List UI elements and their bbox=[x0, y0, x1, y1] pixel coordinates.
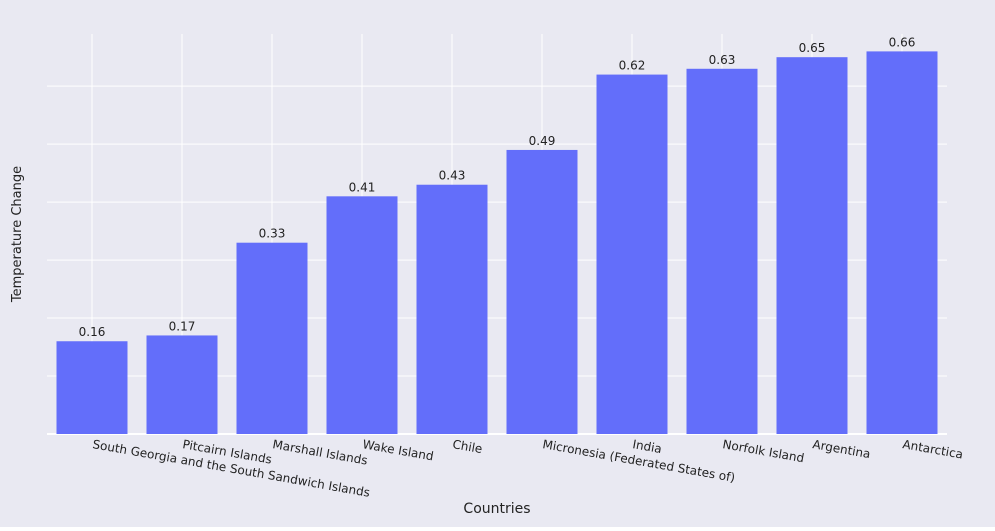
bar-value-label: 0.49 bbox=[529, 134, 556, 148]
bar bbox=[56, 341, 128, 434]
bar bbox=[416, 184, 488, 434]
bar bbox=[686, 68, 758, 435]
bar bbox=[146, 335, 218, 434]
bar-value-label: 0.41 bbox=[349, 180, 376, 194]
bar-value-label: 0.65 bbox=[799, 41, 826, 55]
bar-value-label: 0.33 bbox=[259, 227, 286, 241]
bar bbox=[326, 196, 398, 434]
bar-value-label: 0.17 bbox=[169, 319, 196, 333]
x-axis-title: Countries bbox=[463, 501, 530, 517]
bar-value-label: 0.16 bbox=[79, 325, 106, 339]
bar bbox=[596, 74, 668, 434]
bar bbox=[506, 149, 578, 435]
bar-value-label: 0.63 bbox=[709, 53, 736, 67]
x-tick-label: Chile bbox=[451, 437, 483, 456]
x-tick-label: India bbox=[631, 437, 662, 456]
bar bbox=[866, 51, 938, 435]
bar-value-label: 0.43 bbox=[439, 169, 466, 183]
bars bbox=[56, 51, 938, 435]
bar bbox=[236, 242, 308, 434]
bar-value-label: 0.62 bbox=[619, 59, 646, 73]
data-labels: 0.16 0.17 0.33 0.41 0.43 0.49 0.62 0.63 0.65 0.66 bbox=[79, 35, 916, 339]
bar bbox=[776, 57, 848, 434]
y-axis-title: Temperature Change bbox=[10, 166, 25, 303]
bar-value-label: 0.66 bbox=[889, 35, 916, 49]
